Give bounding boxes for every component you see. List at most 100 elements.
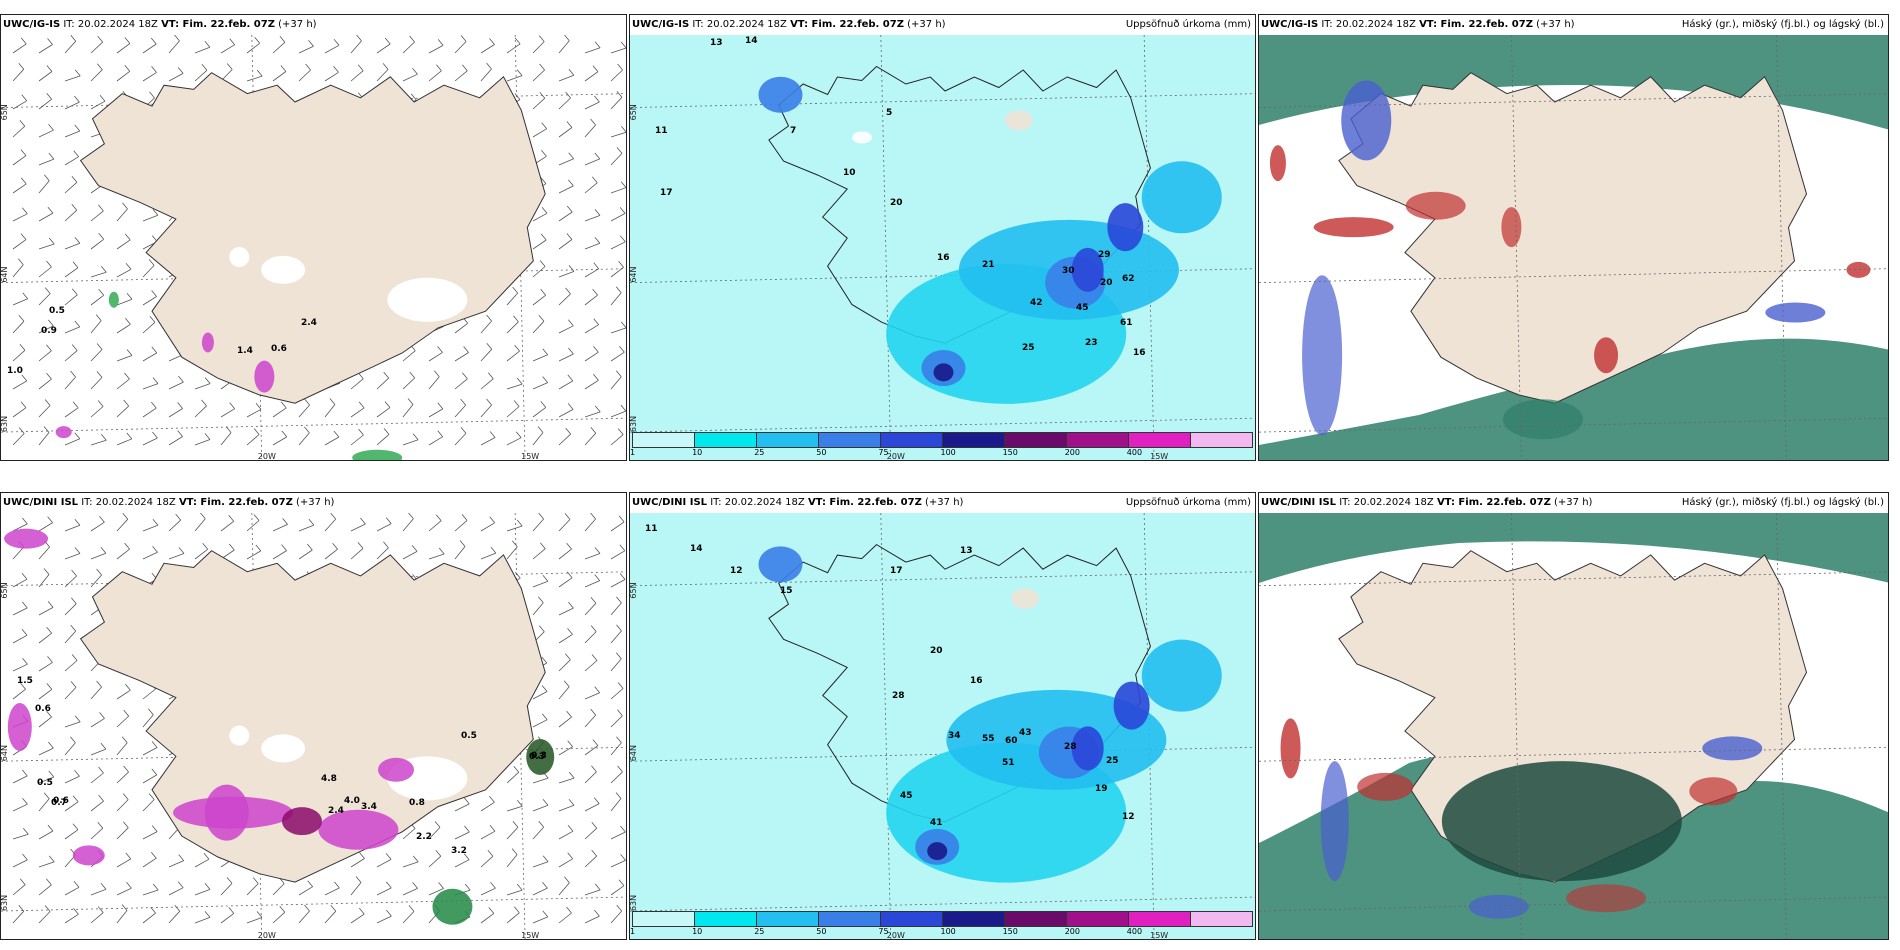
- wind-barb: [168, 40, 180, 54]
- wind-barb-flag: [590, 118, 596, 126]
- wind-barb-flag: [72, 401, 79, 409]
- wind-barb: [610, 351, 625, 362]
- wind-barb-flag: [152, 431, 158, 439]
- precip-colorbar: 1 10 25 50 75 100 150 200 400: [630, 432, 1253, 457]
- wind-barb: [584, 432, 597, 446]
- colorbar-tick-label: 50: [816, 448, 827, 457]
- colorbar-tick-label: 10: [692, 448, 703, 457]
- precip-amount-label: 17: [890, 566, 903, 576]
- wind-barb: [12, 125, 26, 138]
- wind-barb: [558, 519, 571, 532]
- wind-barb: [480, 320, 492, 334]
- wind-barb: [298, 549, 313, 560]
- wind-barb: [610, 521, 625, 532]
- precip-map[interactable]: 11 14 12 15 17 13 20 16 28 34 45 60 55 51 43 28 25 41 19 12…: [630, 513, 1255, 939]
- wind-barb-flag: [70, 736, 76, 744]
- wind-barb-flag: [151, 741, 158, 748]
- wind-barb: [12, 213, 28, 222]
- wind-barb: [12, 298, 28, 306]
- precip-value-label: 3.4: [361, 802, 377, 812]
- precip-map[interactable]: 13 14 11 17 7 5 10 20 21 16 42 29 62 30 45 61 16 23 25 20 65…: [630, 35, 1255, 461]
- precip-amount-label: 16: [1133, 348, 1146, 358]
- wind-barb: [428, 408, 444, 418]
- precip-amount-label: 17: [660, 188, 673, 198]
- wind-barb: [90, 574, 102, 588]
- wind-barb: [558, 433, 571, 446]
- precip-amount-label: 7: [790, 126, 796, 136]
- colorbar-tick-label: 25: [754, 448, 765, 457]
- wind-barb: [558, 185, 574, 194]
- wind-barb: [168, 553, 185, 560]
- wind-barb: [376, 547, 389, 560]
- wind-barb-flag: [253, 428, 260, 435]
- wind-barb-flag: [308, 518, 315, 526]
- wind-barb: [610, 602, 622, 616]
- wind-barb-flag: [98, 289, 105, 296]
- wind-barb: [506, 771, 520, 784]
- wind-barb-flag: [99, 515, 105, 523]
- wind-barb-flag: [256, 69, 263, 77]
- wind-barb: [38, 243, 55, 250]
- wind-barb-flag: [71, 569, 77, 577]
- wind-barb-flag: [516, 799, 523, 807]
- lon-label: 20W: [887, 452, 905, 461]
- wind-barb: [64, 267, 79, 278]
- wind-barb-flag: [594, 405, 601, 413]
- wind-barb: [558, 74, 575, 82]
- wind-barb-flag: [486, 62, 492, 70]
- panel-bottom-right: UWC/DINI ISL IT: 20.02.2024 18Z VT: Fim.…: [1258, 492, 1889, 940]
- cloud-map[interactable]: [1259, 513, 1888, 939]
- panel-header: UWC/DINI ISL IT: 20.02.2024 18Z VT: Fim.…: [1, 493, 626, 513]
- wind-barb: [584, 553, 601, 560]
- wind-barb: [584, 580, 600, 588]
- wind-barb: [584, 182, 598, 194]
- wind-barb-flag: [437, 430, 444, 437]
- wind-barb-flag: [461, 64, 468, 72]
- longitude-line: [880, 35, 892, 460]
- wind-barb: [38, 632, 52, 644]
- wind-barb: [584, 915, 600, 924]
- precip-area: [72, 845, 105, 866]
- wind-barb-flag: [98, 233, 105, 240]
- wind-map[interactable]: 0.5 0.6 0.3 0.5 0.7 0.8 2.4 4.0 3.4 2.2 3.2 1.5 0.6 0…: [1, 513, 626, 939]
- wind-barb-flag: [18, 904, 25, 912]
- precip-amount-label: 16: [970, 676, 983, 686]
- wind-barb-flag: [48, 237, 55, 245]
- wind-barb: [506, 437, 522, 446]
- wind-barb-flag: [567, 852, 574, 860]
- wind-barb: [12, 884, 26, 896]
- longitude-line: [1511, 35, 1522, 460]
- wind-barb: [38, 432, 50, 446]
- wind-barb: [142, 407, 157, 418]
- wind-barb-flag: [514, 344, 520, 352]
- wind-barb: [90, 718, 105, 728]
- wind-barb: [402, 439, 419, 446]
- wind-barb-flag: [21, 207, 28, 215]
- wind-barb: [116, 378, 130, 390]
- colorbar-cell: [1191, 433, 1252, 447]
- cloud-map[interactable]: [1259, 35, 1888, 460]
- wind-barb-flag: [515, 431, 522, 438]
- wind-barb-flag: [619, 573, 626, 580]
- wind-barb-flag: [126, 349, 133, 356]
- wind-barb: [246, 75, 263, 82]
- wind-barb-flag: [593, 797, 600, 804]
- wind-barb-flag: [152, 208, 159, 216]
- wind-barb-flag: [538, 625, 545, 632]
- wind-barb-flag: [436, 64, 442, 72]
- longitude-line: [1776, 513, 1787, 939]
- wind-map[interactable]: 0.5 0.9 1.0 0.6 1.4 2.4 65N 64N 63N 20W 15W: [1, 35, 626, 460]
- wind-barb-flag: [516, 519, 523, 527]
- wind-barb-flag: [567, 403, 574, 410]
- cloud-patch: [1689, 777, 1738, 806]
- wind-barb-flag: [74, 432, 81, 440]
- wind-barb: [610, 213, 626, 222]
- wind-barb-flag: [618, 515, 625, 523]
- wind-barb-flag: [44, 287, 51, 294]
- wind-barb: [194, 518, 206, 532]
- cloud-patch: [1313, 217, 1394, 238]
- wind-barb: [428, 888, 444, 896]
- wind-barb: [454, 70, 468, 82]
- wind-barb-flag: [616, 904, 623, 912]
- wind-barb-flag: [486, 398, 492, 406]
